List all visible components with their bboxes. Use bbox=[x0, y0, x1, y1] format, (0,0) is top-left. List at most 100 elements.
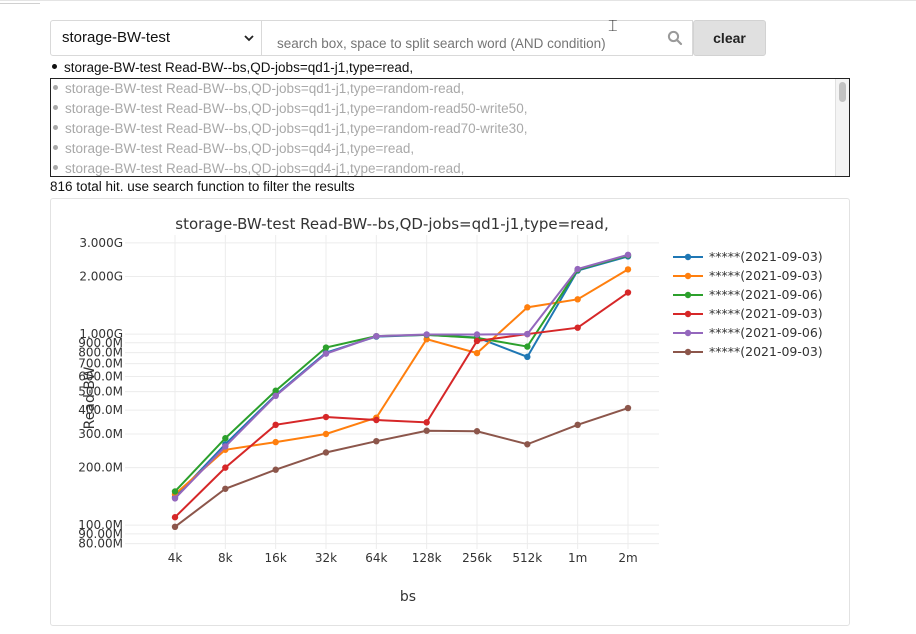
series-line bbox=[174, 291, 629, 518]
data-point bbox=[171, 488, 179, 495]
x-tick-label: 2m bbox=[618, 551, 637, 565]
legend-label: *****(2021-09-03) bbox=[709, 306, 823, 321]
list-item[interactable]: storage-BW-test Read-BW--bs,QD-jobs=qd1-… bbox=[51, 99, 527, 119]
y-tick-label: 300.0M bbox=[78, 427, 123, 441]
hit-count-text: 816 total hit. use search function to fi… bbox=[50, 179, 355, 194]
list-item[interactable]: storage-BW-test Read-BW--bs,QD-jobs=qd4-… bbox=[51, 139, 414, 159]
data-point bbox=[624, 266, 632, 273]
legend-marker bbox=[684, 272, 692, 280]
y-tick-label: 2.000G bbox=[79, 270, 123, 284]
bullet-icon bbox=[53, 105, 58, 110]
legend-marker bbox=[684, 348, 692, 356]
chart-card: storage-BW-test Read-BW--bs,QD-jobs=qd1-… bbox=[50, 198, 850, 626]
legend-label: *****(2021-09-06) bbox=[709, 325, 823, 340]
data-point bbox=[624, 251, 632, 258]
list-item[interactable]: storage-BW-test Read-BW--bs,QD-jobs=qd1-… bbox=[51, 119, 527, 139]
data-point bbox=[272, 466, 279, 473]
data-point bbox=[171, 514, 179, 521]
bandwidth-chart: storage-BW-test Read-BW--bs,QD-jobs=qd1-… bbox=[78, 215, 823, 605]
result-list[interactable]: storage-BW-test Read-BW--bs,QD-jobs=qd1-… bbox=[50, 78, 850, 177]
y-tick-label: 600.0M bbox=[78, 369, 123, 383]
data-point bbox=[423, 419, 430, 426]
data-point bbox=[222, 435, 229, 442]
data-point bbox=[423, 331, 430, 338]
selected-item-label: storage-BW-test Read-BW--bs,QD-jobs=qd1-… bbox=[64, 60, 414, 75]
data-point bbox=[574, 324, 581, 331]
x-tick-label: 512k bbox=[512, 551, 542, 565]
legend-label: *****(2021-09-03) bbox=[709, 344, 823, 359]
data-point bbox=[524, 343, 531, 350]
bullet-icon bbox=[53, 145, 58, 150]
y-tick-label: 700.0M bbox=[78, 357, 123, 371]
chart-title: storage-BW-test Read-BW--bs,QD-jobs=qd1-… bbox=[175, 215, 608, 233]
data-point bbox=[272, 387, 279, 394]
bullet-icon bbox=[53, 165, 58, 170]
list-item[interactable]: storage-BW-test Read-BW--bs,QD-jobs=qd1-… bbox=[51, 79, 464, 99]
y-tick-label: 3.000G bbox=[79, 236, 123, 250]
dataset-select-value: storage-BW-test bbox=[62, 29, 171, 46]
y-tick-label: 100.0M bbox=[78, 518, 123, 532]
data-point bbox=[322, 350, 330, 357]
text-cursor-icon: ⌶ bbox=[608, 16, 618, 35]
data-point bbox=[322, 413, 330, 421]
bullet-icon bbox=[53, 85, 58, 90]
bullet-icon bbox=[52, 64, 57, 69]
x-tick-label: 32k bbox=[315, 551, 337, 565]
series-line bbox=[174, 253, 629, 500]
y-tick-label: 1.000G bbox=[79, 327, 123, 341]
x-tick-label: 4k bbox=[168, 551, 183, 565]
legend-marker bbox=[684, 329, 692, 337]
x-tick-label: 64k bbox=[365, 551, 387, 565]
clear-button[interactable]: clear bbox=[693, 20, 766, 56]
data-point bbox=[272, 392, 279, 400]
data-point bbox=[473, 349, 481, 357]
x-tick-label: 16k bbox=[265, 551, 287, 565]
data-point bbox=[222, 443, 229, 450]
data-point bbox=[373, 332, 380, 340]
data-point bbox=[574, 296, 581, 303]
list-item[interactable]: storage-BW-test Read-BW--bs,QD-jobs=qd4-… bbox=[51, 159, 464, 176]
page-top-border-corner bbox=[0, 0, 40, 4]
data-point bbox=[272, 421, 279, 429]
series-line bbox=[174, 407, 629, 528]
data-point bbox=[524, 353, 531, 361]
data-point bbox=[222, 464, 229, 471]
data-point bbox=[624, 289, 632, 296]
data-point bbox=[473, 337, 481, 345]
data-point bbox=[473, 331, 481, 338]
data-point bbox=[373, 416, 380, 424]
x-tick-label: 1m bbox=[568, 551, 587, 565]
dataset-select[interactable]: storage-BW-test bbox=[50, 20, 262, 56]
data-point bbox=[473, 428, 481, 435]
data-point bbox=[524, 330, 531, 338]
y-tick-label: 90.00M bbox=[78, 527, 123, 541]
data-point bbox=[423, 427, 430, 434]
legend-marker bbox=[684, 291, 692, 299]
data-point bbox=[624, 404, 632, 412]
legend-marker bbox=[684, 253, 692, 261]
y-tick-label: 80.00M bbox=[78, 537, 123, 551]
data-point bbox=[272, 438, 279, 446]
y-tick-label: 500.0M bbox=[78, 385, 123, 399]
x-tick-label: 128k bbox=[412, 551, 442, 565]
data-point bbox=[574, 421, 581, 429]
scrollbar-thumb[interactable] bbox=[839, 82, 846, 102]
data-point bbox=[171, 495, 179, 502]
x-tick-label: 8k bbox=[218, 551, 233, 565]
data-point bbox=[322, 344, 330, 351]
data-point bbox=[574, 265, 581, 273]
y-tick-label: 400.0M bbox=[78, 403, 123, 417]
data-point bbox=[322, 449, 330, 456]
data-point bbox=[222, 485, 229, 492]
legend-marker bbox=[684, 310, 692, 318]
legend-label: *****(2021-09-03) bbox=[709, 249, 823, 264]
y-axis-title: Read-BW bbox=[82, 367, 98, 430]
bullet-icon bbox=[53, 125, 58, 130]
search-input[interactable] bbox=[262, 20, 693, 56]
search-icon[interactable] bbox=[667, 30, 683, 46]
data-point bbox=[171, 523, 179, 531]
y-tick-label: 800.0M bbox=[78, 346, 123, 360]
data-point bbox=[373, 437, 380, 445]
y-tick-label: 200.0M bbox=[78, 461, 123, 475]
list-scrollbar[interactable] bbox=[835, 79, 849, 176]
